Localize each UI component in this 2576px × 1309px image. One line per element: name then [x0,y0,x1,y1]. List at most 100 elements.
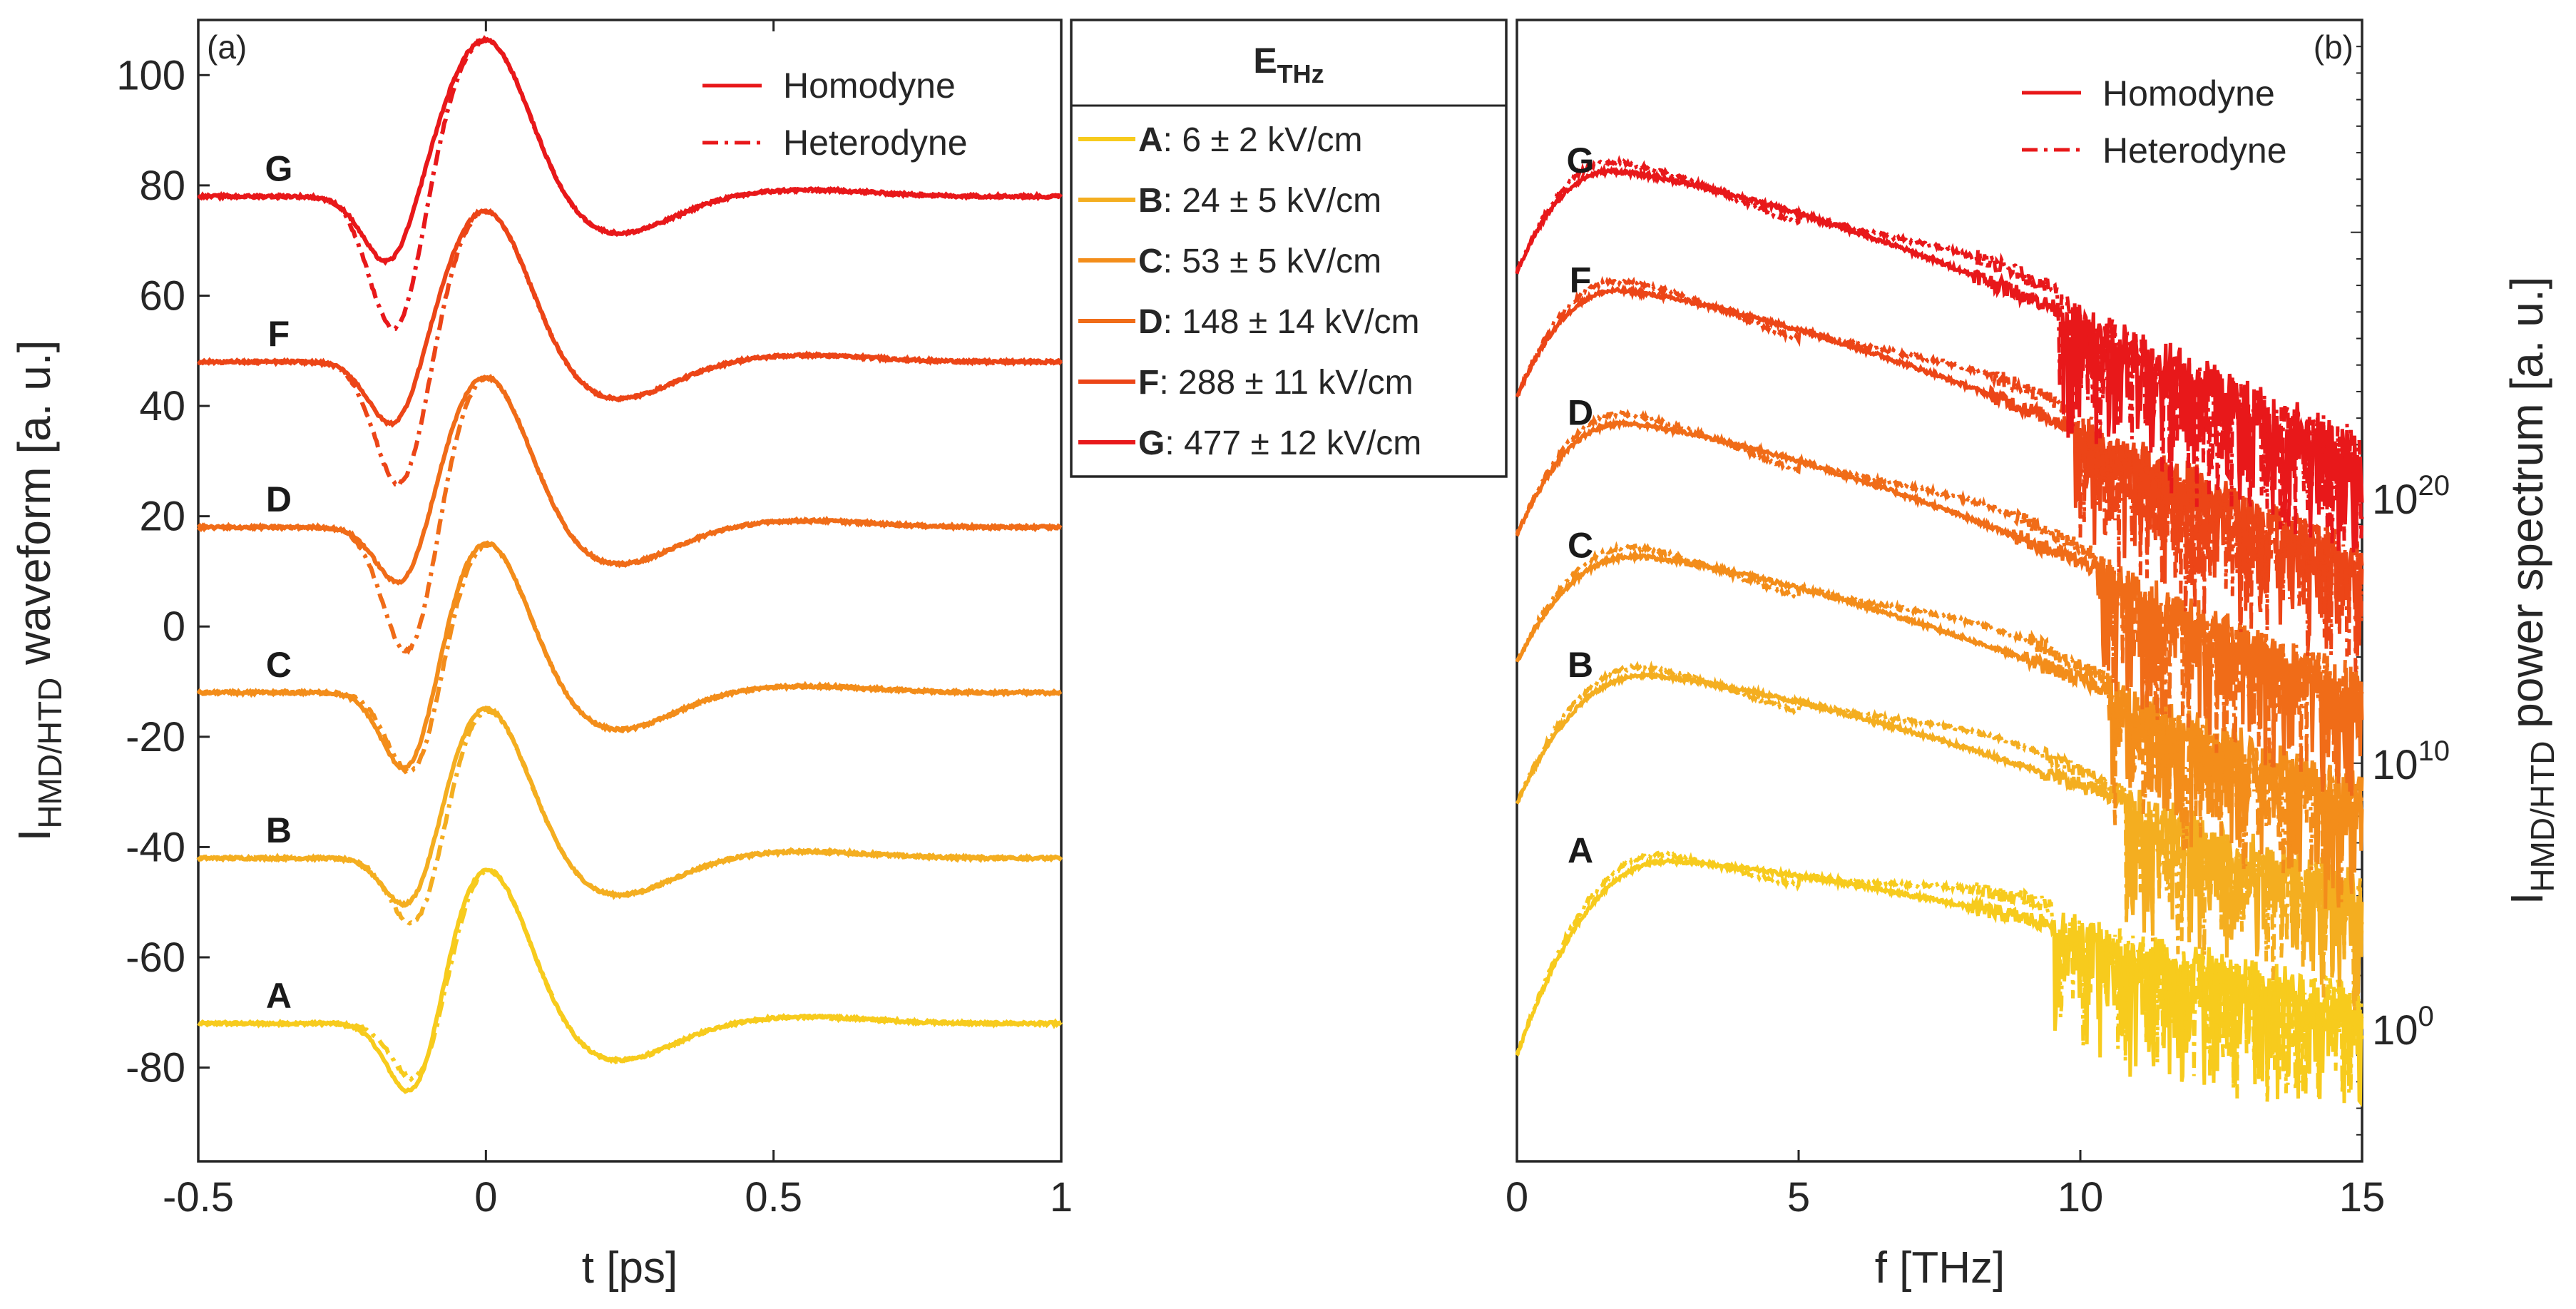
panel-b-curve-d-homodyne [1515,417,2364,796]
panel-b-curve-c-heterodyne [1515,541,2364,902]
panel-b-series-label-b: B [1568,645,1593,685]
panel-a-curve-d-heterodyne [196,375,1062,655]
panel-a-curve-a-heterodyne [197,867,1063,1083]
panel-a-ytick-label: -40 [126,824,185,870]
panel-a-ytick-label: 40 [139,383,185,429]
panel-b-legend: Homodyne Heterodyne [2022,73,2287,170]
panel-b-ylabel-rest: power spectrum [a. u.] [2501,277,2552,741]
panel-a-ytick-label: 80 [139,163,185,209]
panel-b-series-label-f: F [1570,260,1592,300]
panel-a-series-label-b: B [266,810,292,850]
panel-b-series-label-c: C [1568,526,1593,566]
panel-a-axes-box [197,19,1063,1163]
legend-entry-letter: G [1138,424,1165,462]
legend-entry-text: : 288 ± 11 kV/cm [1159,364,1413,402]
panel-b-ytick-exp: 20 [2418,470,2450,501]
panel-b-xlabel: f [THz] [1875,1243,2005,1293]
panel-b-ytick-base: 10 [2372,1007,2418,1054]
panel-a-ylabel-rest: waveform [a. u.] [9,340,60,678]
legend-box-frame [1070,19,1508,478]
panel-a-waveform: -0.5 0 0.5 1 -80 -60 -40 -20 0 20 40 60 80 100 A B C D F G… [9,19,1073,1293]
panel-a-ytick-label: -60 [126,934,185,981]
panel-b-curve-g-heterodyne [1515,155,2364,551]
panel-a-series-label-f: F [268,314,290,354]
legend-box-title-sub: THz [1277,59,1324,88]
panel-b-ylabel-main: I [2501,892,2552,905]
panel-b-curve-f-heterodyne [1515,275,2364,672]
panel-a-curve-g-heterodyne [197,37,1063,332]
panel-b-ytick-base: 10 [2372,742,2418,788]
panel-b-curve-b-heterodyne [1516,660,2364,1012]
panel-a-ytick-label: 0 [163,603,185,650]
panel-b-xtick-label: 15 [2339,1174,2386,1221]
panel-b-ytick-exp: 10 [2418,735,2450,767]
panel-b-ytick-label: 1010 [2372,735,2450,788]
panel-a-xtick-label: -0.5 [163,1174,234,1221]
legend-entry-a: A: 6 ± 2 kV/cm [1138,121,1362,159]
panel-a-ytick-label: -80 [126,1045,185,1091]
panel-a-curve-c-homodyne [196,540,1063,773]
svg-text:IHMD/HTD waveform [a. u.]: IHMD/HTD waveform [a. u.] [9,340,68,842]
panel-a-series-label-a: A [266,976,292,1016]
legend-entry-f: F: 288 ± 11 kV/cm [1138,364,1414,402]
legend-entry-letter: F [1138,364,1159,402]
panel-a-ytick-label: 20 [139,494,185,540]
legend-entry-text: : 477 ± 12 kV/cm [1165,424,1421,462]
panel-a-ticks: -0.5 0 0.5 1 -80 -60 -40 -20 0 20 40 60 80 100 [116,20,1073,1221]
legend-b-heterodyne-label: Heterodyne [2102,131,2287,170]
panel-a-xlabel: t [ps] [582,1243,678,1293]
panel-b-curve-b-homodyne [1515,668,2364,1002]
panel-b-curves [1515,155,2364,1107]
panel-a-legend: Homodyne Heterodyne [702,66,968,163]
panel-a-curve-b-heterodyne [196,706,1063,927]
legend-entry-d: D: 148 ± 14 kV/cm [1138,303,1420,341]
svg-text:IHMD/HTD power spectrum [a. u.: IHMD/HTD power spectrum [a. u.] [2501,277,2561,905]
panel-b-xtick-label: 10 [2058,1174,2104,1221]
panel-a-curve-f-heterodyne [197,208,1063,489]
panel-b-series-labels: A B C D F G [1567,141,1595,870]
panel-b-curve-c-homodyne [1516,548,2364,909]
panel-a-xtick-label: 0 [474,1174,497,1221]
panel-a-series-label-c: C [266,645,292,685]
panel-b-series-label-d: D [1568,393,1593,433]
panel-a-ytick-label: 100 [116,52,185,98]
legend-entry-text: : 53 ± 5 kV/cm [1163,243,1381,280]
panel-b-ylabel: IHMD/HTD power spectrum [a. u.] [2501,277,2561,905]
panel-a-series-label-g: G [265,148,292,188]
panel-b-series-label-g: G [1567,141,1595,180]
legend-entry-text: : 24 ± 5 kV/cm [1163,182,1381,220]
legend-b-homodyne-label: Homodyne [2102,73,2275,113]
legend-entry-text: : 148 ± 14 kV/cm [1163,303,1420,341]
legend-entry-letter: B [1138,182,1163,220]
panel-b-ylabel-sub: HMD/HTD [2524,741,2561,892]
panel-a-ylabel: IHMD/HTD waveform [a. u.] [9,340,68,842]
panel-b-ytick-label: 1020 [2372,470,2450,523]
legend-a-homodyne-label: Homodyne [783,66,956,106]
panel-a-curves [196,35,1063,1094]
panel-a-xtick-label: 0.5 [745,1174,802,1221]
panel-b-ytick-base: 10 [2372,477,2418,523]
panel-b-ytick-exp: 0 [2418,1001,2434,1032]
legend-box-title: ETHz [1253,41,1324,88]
legend-entry-letter: A [1138,121,1163,159]
panel-b-curve-d-heterodyne [1515,409,2364,778]
field-strength-legend: ETHz A: 6 ± 2 kV/cmB: 24 ± 5 kV/cmC: 53 … [1070,19,1508,478]
panel-a-ytick-label: -20 [126,714,185,760]
panel-b-curve-a-heterodyne [1515,849,2364,1103]
panel-b-xtick-label: 5 [1787,1174,1810,1221]
panel-a-xtick-label: 1 [1050,1174,1073,1221]
legend-entry-letter: D [1138,303,1163,341]
panel-a-ytick-label: 60 [139,273,185,319]
panel-a-label: (a) [207,29,247,66]
legend-entry-text: : 6 ± 2 kV/cm [1163,121,1363,159]
panel-a-series-labels: A B C D F G [265,148,292,1015]
legend-a-heterodyne-label: Heterodyne [783,123,968,163]
legend-box-entries: A: 6 ± 2 kV/cmB: 24 ± 5 kV/cmC: 53 ± 5 k… [1078,121,1421,462]
legend-entry-letter: C [1138,243,1163,280]
legend-entry-c: C: 53 ± 5 kV/cm [1138,243,1381,280]
legend-entry-g: G: 477 ± 12 kV/cm [1138,424,1421,462]
panel-b-series-label-a: A [1568,831,1593,871]
panel-a-series-label-d: D [266,479,292,519]
